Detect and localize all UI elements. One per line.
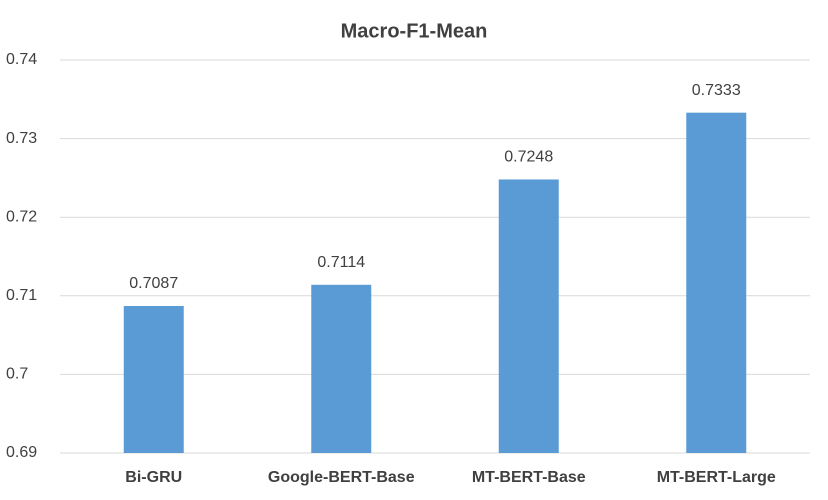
y-tick-label: 0.74 (6, 51, 37, 68)
bar (123, 306, 184, 453)
value-label: 0.7333 (692, 82, 741, 99)
y-tick-label: 0.69 (6, 444, 37, 461)
y-tick-label: 0.73 (6, 130, 37, 147)
x-tick-label: MT-BERT-Base (472, 469, 586, 486)
value-label: 0.7248 (504, 149, 553, 166)
y-tick-label: 0.72 (6, 208, 37, 225)
x-tick-label: MT-BERT-Large (657, 469, 776, 486)
x-tick-label: Bi-GRU (125, 469, 182, 486)
chart-title: Macro-F1-Mean (341, 20, 488, 42)
value-label: 0.7087 (129, 275, 178, 292)
x-tick-label: Google-BERT-Base (268, 469, 415, 486)
bar (686, 112, 747, 454)
value-label: 0.7114 (317, 254, 365, 271)
y-tick-label: 0.71 (6, 287, 37, 304)
bar (498, 179, 559, 454)
y-tick-label: 0.7 (6, 366, 28, 383)
bar (311, 284, 372, 453)
